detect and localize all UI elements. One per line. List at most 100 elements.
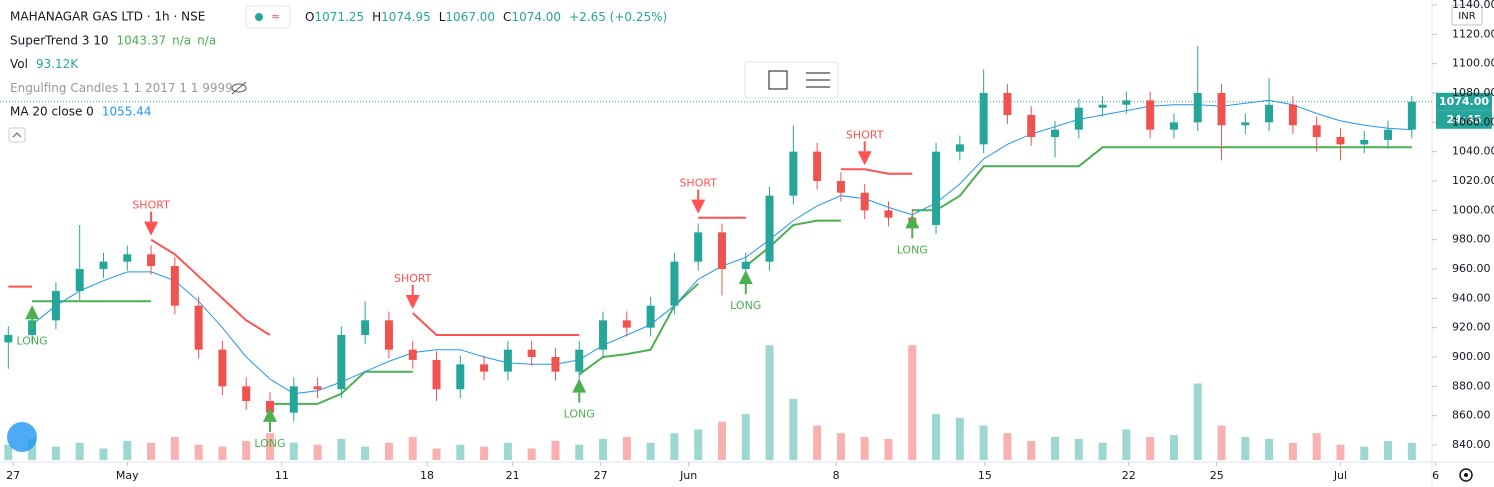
signal-arrow <box>262 407 277 422</box>
y-tick-label: 1060.00 <box>1452 115 1494 128</box>
ohlc-item: C1074.00 <box>503 10 561 24</box>
volume-bar <box>741 414 750 460</box>
candle-body <box>646 305 655 328</box>
ohlc-value: +2.65 (+0.25%) <box>569 10 667 24</box>
volume-bar <box>955 417 964 460</box>
volume-bar <box>860 437 869 460</box>
volume-bar <box>1217 425 1226 460</box>
status-dot <box>255 13 263 21</box>
currency-box[interactable] <box>1451 4 1483 26</box>
candle-body <box>75 269 84 291</box>
y-tick-label: 960.00 <box>1452 262 1491 275</box>
toolbar-box <box>744 61 839 99</box>
currency[interactable]: INR <box>1458 11 1475 22</box>
ohlc-value: 1071.25 <box>314 10 364 24</box>
candle-body <box>123 254 132 262</box>
volume-bar <box>599 438 608 460</box>
signal-arrow <box>738 270 753 285</box>
candle-body <box>551 357 560 372</box>
candle-body <box>1217 93 1226 126</box>
hidden-eye-icon[interactable] <box>231 81 247 95</box>
candle-body <box>1384 129 1393 140</box>
volume-bar <box>480 446 489 460</box>
volume-bar <box>1169 435 1178 460</box>
collapse-icon <box>12 132 22 138</box>
indicator-name: MA 20 close 0 <box>10 105 94 119</box>
volume-bar <box>51 446 60 460</box>
candle-body <box>527 349 536 357</box>
ohlc-value: 1074.95 <box>381 10 431 24</box>
logo <box>7 422 37 452</box>
x-tick-label: 25 <box>1210 469 1224 482</box>
candle-body <box>979 93 988 145</box>
countdown-box <box>1436 110 1492 129</box>
candle-body <box>99 261 108 269</box>
candle-body <box>1407 101 1416 130</box>
signal-label: SHORT <box>846 128 884 141</box>
candle-body <box>741 261 750 269</box>
volume-bar <box>408 437 417 460</box>
volume-bar <box>289 442 298 460</box>
volume-bar <box>765 345 774 460</box>
candle-body <box>147 254 156 267</box>
x-tick-label: 6 <box>1432 469 1439 482</box>
volume-bar <box>694 429 703 460</box>
volume-bar <box>361 446 370 460</box>
candle-body <box>51 291 60 321</box>
volume-bar <box>1122 429 1131 460</box>
volume-bar <box>1384 440 1393 460</box>
signal-label: LONG <box>17 334 48 347</box>
candle-body <box>242 386 251 401</box>
candle-body <box>1074 107 1083 130</box>
candle-body <box>1122 100 1131 105</box>
volume-bar <box>242 440 251 460</box>
volume-bar <box>1241 437 1250 460</box>
floating-toolbar[interactable] <box>744 61 839 99</box>
signal-label: LONG <box>254 437 285 450</box>
candle-body <box>1051 129 1060 137</box>
volume-bar <box>551 440 560 460</box>
indicator-value: 1055.44 <box>102 105 152 119</box>
signal-label: SHORT <box>679 177 717 190</box>
candle-body <box>432 359 441 390</box>
legend: MAHANAGAR GAS LTD · 1h · NSE ≈ O1071.25 H… <box>8 5 667 143</box>
ohlc-label: H <box>372 10 381 24</box>
volume-bar <box>789 398 798 460</box>
candle-body <box>1241 122 1250 126</box>
candle-body <box>480 364 489 372</box>
candle-body <box>836 181 845 193</box>
volume-bar <box>28 438 37 460</box>
signal-arrow <box>144 221 159 236</box>
candle-body <box>575 349 584 372</box>
volume-bar <box>1360 446 1369 460</box>
collapse-button[interactable] <box>8 127 26 143</box>
y-tick-label: 1020.00 <box>1452 174 1494 187</box>
ohlc-item: O1071.25 <box>305 10 364 24</box>
settings-icon[interactable] <box>1459 468 1473 482</box>
volume-bar <box>1265 438 1274 460</box>
rect-tool-icon[interactable] <box>768 70 788 90</box>
candle-body <box>1336 137 1345 145</box>
volume-bar <box>313 444 322 460</box>
candle-body <box>456 364 465 390</box>
candle-body <box>503 349 512 372</box>
x-tick-label: 22 <box>1122 469 1136 482</box>
x-tick-label: May <box>116 469 139 482</box>
indicator-name: Engulfing Candles 1 1 2017 1 1 9999 <box>10 81 233 95</box>
volume-bar <box>218 446 227 460</box>
candle-body <box>694 232 703 262</box>
candle-body <box>670 261 679 306</box>
indicator-value: 93.12K <box>36 57 79 71</box>
x-tick-label: Jul <box>1333 469 1347 482</box>
candle-body <box>1193 93 1202 123</box>
candle-body <box>1312 125 1321 137</box>
y-tick-label: 840.00 <box>1452 438 1491 451</box>
candle-body <box>1146 100 1155 130</box>
signal-arrow <box>25 305 40 320</box>
volume-bar <box>1312 433 1321 460</box>
volume-bar <box>1003 433 1012 460</box>
status-badge[interactable] <box>245 5 291 29</box>
candle-body <box>599 320 608 350</box>
